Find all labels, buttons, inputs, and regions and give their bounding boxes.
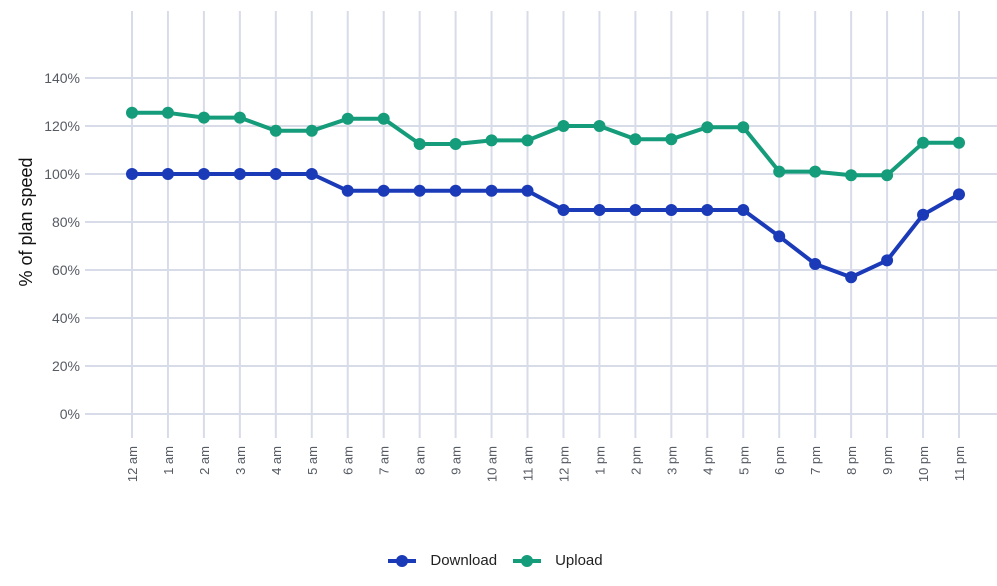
data-point[interactable] xyxy=(521,184,534,197)
y-axis-label: % of plan speed xyxy=(16,157,36,286)
x-tick-label: 1 am xyxy=(161,446,176,475)
data-point[interactable] xyxy=(161,168,174,180)
x-tick-label: 4 am xyxy=(269,446,284,475)
x-tick-label: 8 am xyxy=(413,446,428,475)
data-point[interactable] xyxy=(953,136,965,149)
data-point[interactable] xyxy=(845,169,858,182)
data-point[interactable] xyxy=(629,204,642,216)
data-point[interactable] xyxy=(665,133,678,146)
x-tick-label: 2 am xyxy=(197,446,212,475)
x-tick-label: 11 pm xyxy=(952,446,967,481)
x-tick-label: 7 am xyxy=(377,446,392,475)
x-tick-label: 12 pm xyxy=(556,446,571,482)
upload-series xyxy=(126,106,965,182)
data-series xyxy=(126,106,965,284)
data-point[interactable] xyxy=(233,111,246,124)
x-tick-label: 3 am xyxy=(233,446,248,475)
download-line-marker-icon xyxy=(388,554,417,567)
data-point[interactable] xyxy=(305,168,318,180)
x-tick-label: 9 pm xyxy=(880,446,895,475)
y-tick-label: 120% xyxy=(44,118,80,134)
data-point[interactable] xyxy=(197,168,210,180)
x-tick-label: 11 am xyxy=(521,446,536,481)
upload-line-marker-icon xyxy=(513,554,542,567)
y-tick-label: 100% xyxy=(44,166,80,182)
data-point[interactable] xyxy=(881,169,894,182)
data-point[interactable] xyxy=(161,106,174,119)
x-tick-label: 1 pm xyxy=(592,446,607,475)
data-point[interactable] xyxy=(449,184,462,197)
data-point[interactable] xyxy=(557,204,570,216)
x-tick-label: 10 am xyxy=(485,446,500,482)
data-point[interactable] xyxy=(557,120,570,132)
data-point[interactable] xyxy=(521,134,534,147)
data-point[interactable] xyxy=(377,112,390,125)
x-tick-label: 3 pm xyxy=(664,446,679,475)
grid-lines xyxy=(85,11,997,438)
data-point[interactable] xyxy=(917,136,930,149)
x-tick-label: 5 am xyxy=(305,446,320,475)
data-point[interactable] xyxy=(305,124,318,137)
download-line xyxy=(132,172,960,280)
y-tick-label: 140% xyxy=(44,70,80,86)
data-point[interactable] xyxy=(773,165,786,178)
x-tick-label: 9 am xyxy=(449,446,464,475)
data-point[interactable] xyxy=(197,111,210,124)
data-point[interactable] xyxy=(269,168,282,180)
download-series xyxy=(126,168,965,284)
data-point[interactable] xyxy=(377,184,390,197)
y-tick-label: 0% xyxy=(60,406,80,422)
data-point[interactable] xyxy=(809,165,822,178)
data-point[interactable] xyxy=(413,138,426,150)
legend: Download Upload xyxy=(0,552,997,569)
y-tick-label: 80% xyxy=(52,214,80,230)
x-tick-label: 10 pm xyxy=(916,446,931,482)
data-point[interactable] xyxy=(413,184,426,197)
data-point[interactable] xyxy=(233,168,246,180)
data-point[interactable] xyxy=(701,204,714,216)
data-point[interactable] xyxy=(773,230,786,243)
legend-item-upload[interactable]: Upload xyxy=(513,552,603,569)
y-axis-ticks: 0% 20% 40% 60% 80% 100% 120% 140% xyxy=(44,70,80,422)
legend-label-upload: Upload xyxy=(555,552,603,569)
x-tick-label: 6 am xyxy=(341,446,356,475)
data-point[interactable] xyxy=(701,121,714,134)
y-tick-label: 60% xyxy=(52,262,80,278)
data-point[interactable] xyxy=(881,254,894,267)
data-point[interactable] xyxy=(593,120,606,132)
data-point[interactable] xyxy=(809,258,822,270)
data-point[interactable] xyxy=(629,133,642,146)
x-tick-label: 8 pm xyxy=(844,446,859,475)
x-tick-label: 5 pm xyxy=(736,446,751,475)
line-chart: 0% 20% 40% 60% 80% 100% 120% 140% 12 am 1 am 2 am… xyxy=(16,11,997,482)
y-tick-label: 20% xyxy=(52,358,80,374)
data-point[interactable] xyxy=(593,204,606,216)
data-point[interactable] xyxy=(485,184,498,197)
legend-item-download[interactable]: Download xyxy=(388,552,497,569)
x-tick-label: 12 am xyxy=(125,446,140,482)
x-tick-label: 6 pm xyxy=(772,446,787,475)
x-tick-label: 4 pm xyxy=(700,446,715,475)
y-tick-label: 40% xyxy=(52,310,80,326)
data-point[interactable] xyxy=(126,106,138,119)
x-axis-ticks: 12 am 1 am 2 am 3 am 4 am 5 am 6 am 7 am 8 am 9 a… xyxy=(125,446,967,482)
data-point[interactable] xyxy=(665,204,678,216)
data-point[interactable] xyxy=(269,124,282,137)
data-point[interactable] xyxy=(845,271,858,284)
data-point[interactable] xyxy=(341,184,354,197)
data-point[interactable] xyxy=(449,138,462,150)
data-point[interactable] xyxy=(126,168,138,180)
data-point[interactable] xyxy=(341,112,354,125)
data-point[interactable] xyxy=(737,121,750,134)
legend-label-download: Download xyxy=(430,552,498,569)
data-point[interactable] xyxy=(953,188,965,201)
data-point[interactable] xyxy=(917,208,930,221)
x-tick-label: 2 pm xyxy=(628,446,643,475)
upload-line xyxy=(132,110,959,178)
data-point[interactable] xyxy=(737,204,750,216)
x-tick-label: 7 pm xyxy=(808,446,823,475)
data-point[interactable] xyxy=(485,134,498,147)
